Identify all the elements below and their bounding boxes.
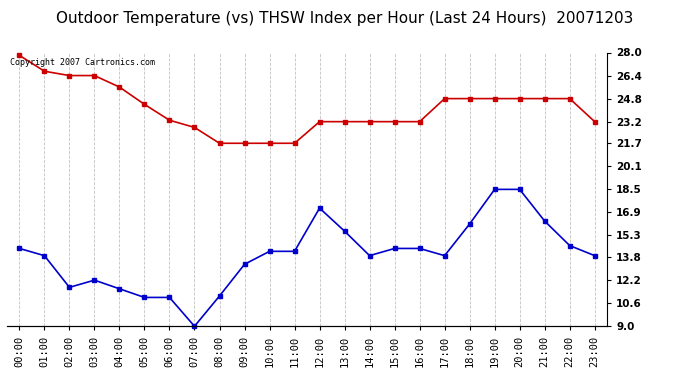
Text: Copyright 2007 Cartronics.com: Copyright 2007 Cartronics.com xyxy=(10,58,155,67)
Text: Outdoor Temperature (vs) THSW Index per Hour (Last 24 Hours)  20071203: Outdoor Temperature (vs) THSW Index per … xyxy=(57,11,633,26)
